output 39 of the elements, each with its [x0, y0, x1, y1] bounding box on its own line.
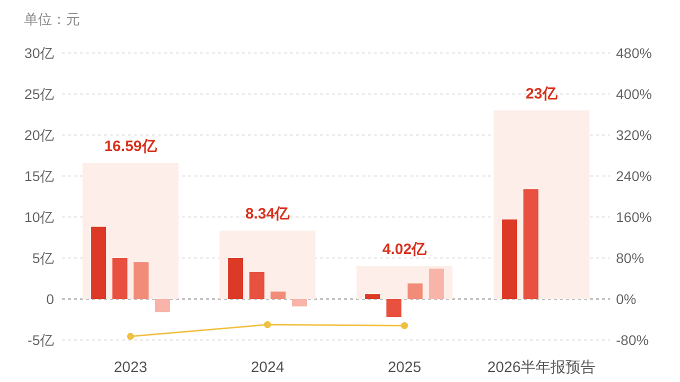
data-label: 16.59亿 — [104, 138, 158, 155]
bar — [386, 299, 402, 318]
y-tick-label: 0 — [46, 291, 54, 307]
y-tick-label: 5亿 — [32, 250, 54, 266]
bar — [523, 189, 538, 299]
bar — [249, 272, 264, 299]
y-tick-label: -5亿 — [28, 332, 54, 348]
bar — [91, 226, 106, 299]
y-tick-label: 10亿 — [24, 209, 54, 225]
y-tick-label: 30亿 — [24, 45, 54, 61]
bar — [428, 268, 444, 299]
y-tick-label: 25亿 — [24, 86, 54, 102]
data-label: 8.34亿 — [245, 206, 291, 223]
text: 单位：元 — [24, 11, 80, 27]
bar — [502, 219, 518, 299]
x-tick-label: 2024 — [250, 359, 284, 376]
x-tick-label: 2026半年报预告 — [487, 359, 596, 376]
y-tick-label: 15亿 — [24, 168, 54, 184]
y2-tick-label: 240% — [616, 168, 652, 184]
bar — [134, 262, 149, 299]
bar — [112, 258, 128, 299]
y2-tick-label: 80% — [616, 250, 644, 266]
bar — [292, 299, 307, 306]
y2-tick-label: 400% — [616, 86, 652, 102]
y2-tick-label: 480% — [616, 45, 652, 61]
bar — [228, 258, 244, 299]
bar — [154, 299, 170, 312]
y2-tick-label: 160% — [616, 209, 652, 225]
data-label: 4.02亿 — [382, 241, 428, 258]
y2-tick-label: -80% — [616, 332, 649, 348]
x-tick-label: 2025 — [388, 359, 422, 376]
y-tick-label: 20亿 — [24, 127, 54, 143]
bar — [270, 292, 286, 299]
data-label: 23亿 — [526, 85, 558, 102]
bar — [365, 294, 380, 299]
y2-tick-label: 0% — [616, 291, 636, 307]
x-tick-label: 2023 — [114, 359, 148, 376]
y2-tick-label: 320% — [616, 127, 652, 143]
bar — [408, 283, 423, 299]
